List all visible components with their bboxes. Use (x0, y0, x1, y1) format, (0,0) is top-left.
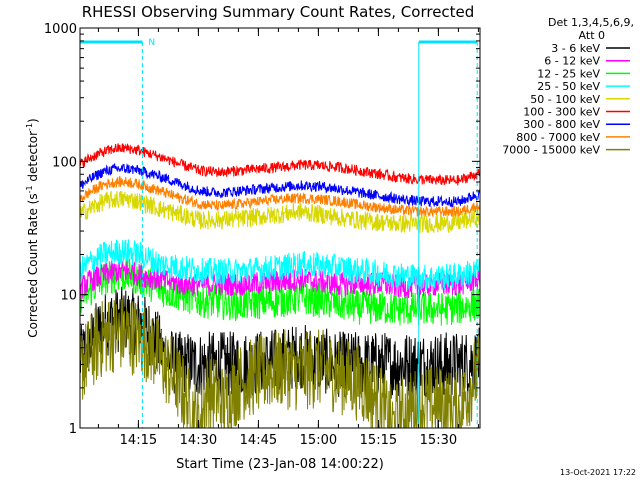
legend-label-2: 12 - 25 keV (537, 67, 600, 80)
x-tick-label-4: 15:15 (360, 433, 397, 448)
attenuator-label-0: N (148, 38, 155, 48)
series-line-7 (79, 175, 481, 218)
legend-header-line2: Att 0 (579, 29, 605, 42)
legend-label-5: 100 - 300 keV (523, 106, 600, 119)
y-tick-label-3: 1000 (44, 22, 77, 37)
footer-timestamp: 13-Oct-2021 17:22 (560, 468, 636, 477)
y-axis-label-sup2: -1 (25, 123, 34, 131)
axis-layer: 14:15 14:30 14:45 15:00 15:15 15:30 1 10 100 1000 (44, 22, 480, 448)
series-line-0 (79, 286, 481, 400)
y-axis-label-sup1: -1 (25, 185, 34, 193)
legend-label-1: 6 - 12 keV (544, 55, 600, 68)
x-tick-label-5: 15:30 (420, 433, 457, 448)
legend-label-6: 300 - 800 keV (523, 118, 600, 131)
legend-label-4: 50 - 100 keV (530, 93, 600, 106)
y-tick-label-0: 1 (69, 422, 77, 437)
series-line-8 (79, 298, 481, 429)
y-axis-label: Corrected Count Rate (s-1 detector-1) (25, 118, 40, 337)
y-axis-label-main: Corrected Count Rate (s (26, 193, 40, 337)
y-axis-label-end: ) (26, 118, 40, 123)
x-tick-label-0: 14:15 (120, 433, 157, 448)
legend-label-3: 25 - 50 keV (537, 80, 600, 93)
x-tick-label-2: 14:45 (240, 433, 277, 448)
y-axis-label-mid: detector (26, 131, 40, 186)
x-tick-label-1: 14:30 (180, 433, 217, 448)
x-tick-label-3: 15:00 (300, 433, 337, 448)
series-line-4 (79, 190, 481, 234)
legend-label-7: 800 - 7000 keV (516, 131, 600, 144)
series-layer (79, 143, 481, 429)
legend-header-line1: Det 1,3,4,5,6,9, (548, 16, 634, 29)
chart-title: RHESSI Observing Summary Count Rates, Co… (82, 3, 475, 21)
y-tick-label-1: 10 (60, 289, 77, 304)
series-line-5 (79, 143, 481, 186)
series-line-6 (79, 162, 481, 208)
legend-label-8: 7000 - 15000 keV (502, 144, 600, 157)
legend-label-0: 3 - 6 keV (551, 42, 600, 55)
plot-frame (79, 27, 481, 429)
x-axis-label: Start Time (23-Jan-08 14:00:22) (176, 457, 384, 472)
series-line-3 (79, 239, 481, 292)
y-tick-label-2: 100 (52, 155, 77, 170)
